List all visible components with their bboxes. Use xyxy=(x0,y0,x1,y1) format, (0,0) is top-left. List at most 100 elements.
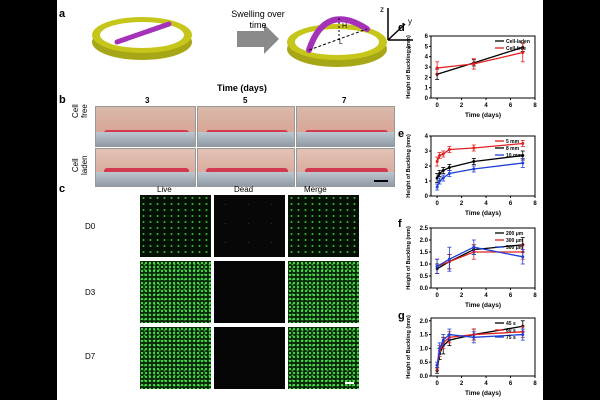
chart-d-xlabel: Time (days) xyxy=(465,112,501,119)
row-label-d7: D7 xyxy=(85,352,96,361)
row-label-cell-laden: Cell laden xyxy=(71,155,89,175)
micrograph-live-d7 xyxy=(140,327,211,389)
chart-f-point xyxy=(472,245,476,249)
chart-e-ytick-label: 1 xyxy=(425,179,429,185)
row-label-d3: D3 xyxy=(85,288,96,297)
annotation-h: H xyxy=(342,23,347,30)
chart-g-xtick-label: 4 xyxy=(484,381,488,387)
chart-e-point xyxy=(447,148,451,151)
time-label-3: 3 xyxy=(145,96,150,105)
scale-bar xyxy=(374,180,388,182)
chart-e-point xyxy=(435,176,439,180)
chart-f: 0 2 4 6 8 0.0 0.5 1.0 1.5 2.0 2.5 Time (days) Height… xyxy=(406,226,537,309)
chart-d-ytick-label: 4 xyxy=(425,55,429,61)
panel-label-c: c xyxy=(59,183,66,195)
axis-z-label: z xyxy=(380,5,384,14)
chart-g-xtick-label: 2 xyxy=(460,381,464,387)
chart-g-legend-label: 45 s xyxy=(506,321,516,327)
chart-e-ytick-label: 0 xyxy=(425,194,429,200)
chart-e-point xyxy=(521,161,525,165)
chart-e-point xyxy=(435,160,439,163)
chart-d-legend-label: Cell-free xyxy=(506,46,526,52)
chart-f-ytick-label: 2.5 xyxy=(420,226,429,232)
axis-x-label: x xyxy=(407,43,411,52)
chart-d-ytick-label: 0 xyxy=(425,96,429,102)
chart-e-xtick-label: 4 xyxy=(484,201,488,207)
photo-free-d3 xyxy=(95,106,196,147)
chart-d-ytick-label: 5 xyxy=(425,44,429,50)
chart-g-ytick-label: 0.5 xyxy=(420,360,429,366)
chart-g-point xyxy=(435,363,439,367)
chart-e-xtick-label: 0 xyxy=(435,201,439,207)
chart-f-xtick-label: 6 xyxy=(509,293,513,299)
micrograph-merge-d3 xyxy=(288,261,359,323)
chart-e-xtick-label: 2 xyxy=(460,201,464,207)
hydrogel-strip-flat xyxy=(114,21,172,45)
chart-d-xtick-label: 0 xyxy=(435,103,439,109)
micrograph-live-d0 xyxy=(140,195,211,257)
row-label-cell-free: Cell free xyxy=(71,104,89,118)
chart-g-ylabel: Height of Buckling (mm) xyxy=(406,315,412,379)
chart-e-point xyxy=(447,172,451,175)
micrograph-dead-d3 xyxy=(214,261,285,323)
chart-f-series-line xyxy=(436,246,523,267)
photo-laden-d7 xyxy=(296,148,395,187)
chart-g-point xyxy=(472,335,476,339)
chart-f-point xyxy=(435,264,439,268)
chart-e-point xyxy=(472,167,476,171)
hydrogel-strip-buckled xyxy=(306,16,370,53)
chart-d-xtick-label: 4 xyxy=(484,103,488,109)
chart-g-frame xyxy=(430,317,536,377)
chart-e-ylabel: Height of Buckling (mm) xyxy=(406,134,412,198)
chart-e: 0 2 4 6 8 0 1 2 3 4 Time (days) Height of Buckling … xyxy=(406,134,537,217)
chart-g-ytick-label: 1.0 xyxy=(420,346,429,352)
time-header: Time (days) xyxy=(217,83,267,93)
photo-laden-d5 xyxy=(197,148,295,187)
chart-f-ylabel: Height of Buckling (mm) xyxy=(406,226,412,290)
swelling-arrow xyxy=(237,24,279,54)
chart-d-xtick-label: 2 xyxy=(460,103,464,109)
chart-e-point xyxy=(472,146,476,150)
chart-g-series-line xyxy=(436,333,523,366)
col-header-merge: Merge xyxy=(304,185,327,194)
chart-e-frame xyxy=(430,135,536,197)
chart-e-point xyxy=(441,152,445,156)
chart-g: 0 2 4 6 8 0.0 0.5 1.0 1.5 2.0 Time (days) Height of… xyxy=(406,315,537,397)
chart-g-xlabel: Time (days) xyxy=(465,390,501,397)
chart-d-ytick-label: 3 xyxy=(425,65,429,71)
panel-label-f: f xyxy=(398,218,402,230)
micrograph-merge-d7 xyxy=(288,327,359,389)
chart-f-xlabel: Time (days) xyxy=(465,302,501,309)
chart-f-ytick-label: 0.5 xyxy=(420,274,429,280)
panel-label-b: b xyxy=(59,94,66,106)
chart-g-xtick-label: 0 xyxy=(435,381,439,387)
schematic-illustration: Swelling over time H L z y x xyxy=(92,5,413,67)
chart-e-point xyxy=(521,142,525,145)
photo-free-d5 xyxy=(197,106,295,147)
chart-e-xlabel: Time (days) xyxy=(465,210,501,217)
chart-g-xtick-label: 6 xyxy=(509,381,513,387)
chart-d: 0 2 4 6 8 0 1 2 3 4 5 6 Time (days) Height of Bucklin… xyxy=(406,34,537,119)
chart-f-point xyxy=(521,255,525,259)
chart-f-xtick-label: 8 xyxy=(533,293,537,299)
chart-d-ytick-label: 6 xyxy=(425,34,429,40)
chart-g-point xyxy=(438,346,442,350)
chart-g-point xyxy=(521,333,525,337)
chart-d-xtick-label: 6 xyxy=(509,103,513,109)
chart-f-point xyxy=(447,257,451,261)
chart-e-point xyxy=(438,179,442,183)
chart-e-xtick-label: 8 xyxy=(533,201,537,207)
chart-e-point xyxy=(438,154,442,157)
chart-e-legend-label: 10 mm xyxy=(506,153,522,159)
chart-e-ytick-label: 4 xyxy=(425,134,429,140)
chart-f-legend-label: 300 μm xyxy=(506,238,524,244)
chart-d-ytick-label: 2 xyxy=(425,75,429,81)
arrow-text-2: time xyxy=(249,20,266,30)
chart-e-point xyxy=(435,185,439,189)
chart-d-ytick-label: 1 xyxy=(425,86,429,92)
annotation-l: L xyxy=(339,39,343,46)
panel-label-a: a xyxy=(59,8,66,20)
chart-f-ytick-label: 2.0 xyxy=(420,238,429,244)
chart-e-point xyxy=(447,166,451,169)
chart-g-xtick-label: 8 xyxy=(533,381,537,387)
